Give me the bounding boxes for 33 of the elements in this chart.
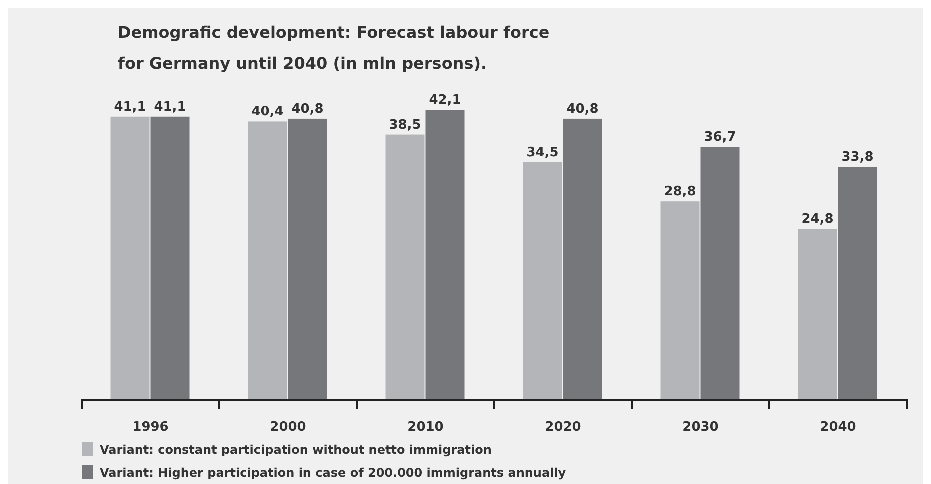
data-label: 40,8 (566, 102, 599, 117)
x-tick-label: 2030 (682, 420, 719, 435)
data-label: 28,8 (664, 184, 696, 200)
bar (838, 167, 878, 400)
data-label: 36,7 (704, 130, 736, 146)
data-label: 38,5 (389, 118, 422, 133)
bar (150, 116, 190, 400)
chart-title: Demografic development: Forecast labour force for Germany until 2040 (in mln persons). (118, 23, 550, 73)
bar (523, 162, 562, 400)
x-tick-label: 2020 (545, 420, 582, 435)
bar (386, 134, 425, 400)
bar (110, 116, 150, 400)
data-label: 24,8 (802, 212, 834, 228)
data-label: 40,8 (292, 102, 324, 117)
bar (426, 110, 465, 400)
data-label: 42,1 (429, 93, 462, 108)
bar (700, 147, 740, 400)
bar (248, 122, 288, 400)
data-label: 40,4 (252, 104, 284, 120)
data-label: 41,1 (114, 100, 146, 115)
x-tick-label: 1996 (132, 420, 169, 435)
legend-label: Variant: Higher participation in case of 200.000 immigrants annually (100, 466, 566, 480)
data-label: 34,5 (526, 145, 559, 160)
bar (660, 202, 700, 400)
bar (563, 118, 602, 400)
bar (798, 229, 838, 400)
x-tick-label: 2040 (820, 420, 856, 435)
data-label: 33,8 (842, 150, 874, 166)
x-tick-label: 2000 (270, 420, 306, 435)
x-tick-label: 2010 (408, 420, 444, 435)
bar (288, 118, 328, 400)
legend-label: Variant: constant participation without netto immigration (100, 443, 492, 457)
data-label: 41,1 (154, 100, 186, 115)
